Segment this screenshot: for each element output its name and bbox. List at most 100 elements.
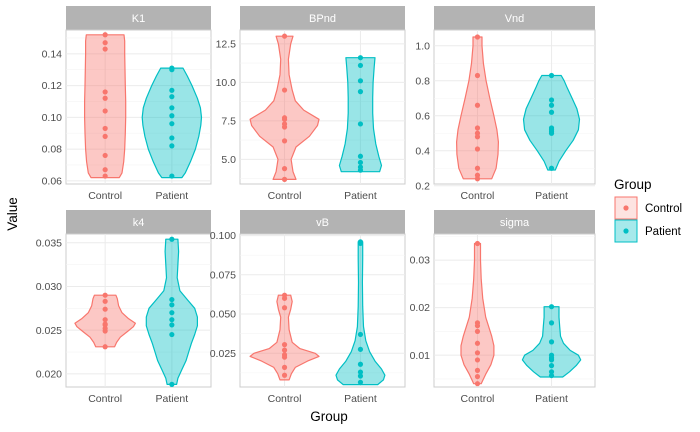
- point-k1-control-5: [102, 108, 108, 114]
- point-vnd-control-9: [474, 176, 481, 182]
- point-vb-patient-4: [357, 361, 364, 367]
- plot-area-sigma: [433, 233, 596, 388]
- point-k4-patient-2: [169, 302, 175, 308]
- y-tick-label-vnd-1: 0.4: [415, 145, 430, 157]
- plot-area-k4: [65, 233, 212, 388]
- x-tick-label-k1-control: Control: [88, 190, 122, 202]
- point-bpnd-control-8: [281, 176, 288, 182]
- point-bpnd-control-6: [281, 138, 288, 144]
- point-k1-control-4: [102, 95, 108, 101]
- y-tick-label-vnd-2: 0.6: [415, 110, 430, 122]
- point-vnd-patient-7: [548, 130, 555, 136]
- violin-vb-control: [249, 294, 320, 381]
- point-k4-control-8: [102, 344, 108, 350]
- point-sigma-patient-8: [548, 369, 555, 375]
- point-bpnd-control-3: [281, 116, 288, 122]
- y-tick-label-k4-2: 0.030: [36, 281, 62, 293]
- y-tick-label-vnd-0: 0.2: [415, 180, 430, 192]
- point-sigma-control-2: [474, 323, 481, 329]
- point-k4-patient-4: [169, 317, 175, 323]
- point-vb-control-7: [281, 364, 288, 370]
- legend-label-patient: Patient: [645, 226, 682, 238]
- x-tick-label-k4-patient: Patient: [155, 393, 188, 405]
- point-sigma-control-8: [474, 373, 481, 380]
- point-k1-control-8: [102, 152, 108, 159]
- point-k1-control-6: [102, 125, 108, 132]
- point-k4-control-2: [102, 306, 108, 312]
- point-k1-control-1: [102, 40, 108, 46]
- y-tick-label-sigma-1: 0.02: [410, 302, 431, 314]
- y-tick-label-vnd-3: 0.8: [415, 75, 430, 87]
- point-k4-patient-1: [169, 296, 175, 303]
- point-bpnd-patient-8: [357, 167, 364, 173]
- y-axis-title: Value: [5, 197, 20, 231]
- point-bpnd-patient-1: [357, 62, 364, 69]
- point-sigma-control-7: [474, 367, 481, 373]
- x-tick-label-vb-control: Control: [268, 393, 302, 405]
- point-k1-control-0: [102, 32, 108, 38]
- point-k1-control-2: [102, 46, 108, 52]
- x-tick-label-vb-patient: Patient: [344, 393, 377, 405]
- legend-label-control: Control: [645, 203, 682, 215]
- point-k4-patient-5: [169, 322, 175, 328]
- point-vb-control-8: [281, 372, 288, 378]
- point-vnd-patient-1: [548, 97, 555, 103]
- point-vnd-control-5: [474, 134, 481, 140]
- point-vnd-control-6: [474, 146, 481, 152]
- point-sigma-patient-9: [548, 372, 555, 379]
- x-tick-label-k4-control: Control: [88, 393, 122, 405]
- point-bpnd-patient-3: [357, 89, 364, 95]
- violin-vnd-control: [456, 36, 499, 180]
- point-vnd-patient-3: [548, 109, 555, 115]
- x-tick-label-sigma-patient: Patient: [535, 393, 568, 405]
- x-tick-label-vnd-patient: Patient: [535, 190, 568, 202]
- panel-k1: K1 0.06 0.08 0.10 0.12 0.14 Control Patient: [42, 6, 212, 202]
- point-k1-patient-5: [169, 113, 175, 119]
- point-bpnd-control-5: [281, 124, 288, 130]
- y-tick-label-vnd-4: 1.0: [415, 40, 430, 52]
- strip-title-vnd: Vnd: [505, 13, 525, 25]
- y-tick-label-k4-0: 0.020: [36, 368, 62, 380]
- y-tick-label-bpnd-3: 12.5: [216, 38, 237, 50]
- point-sigma-control-0: [474, 240, 481, 247]
- y-tick-label-bpnd-1: 7.5: [221, 115, 236, 127]
- point-k1-patient-8: [169, 143, 175, 149]
- strip-vb: [240, 210, 405, 234]
- point-k1-patient-3: [169, 94, 175, 100]
- point-bpnd-patient-6: [357, 159, 364, 166]
- point-sigma-control-4: [474, 340, 481, 346]
- y-tick-label-vb-3: 0.100: [210, 230, 236, 242]
- strip-bpnd: [240, 6, 405, 30]
- point-k1-control-10: [102, 173, 108, 179]
- point-k4-patient-0: [169, 236, 175, 242]
- point-vb-patient-1: [357, 240, 364, 247]
- point-k4-patient-7: [169, 381, 175, 387]
- y-tick-label-k1-1: 0.08: [42, 144, 63, 156]
- point-bpnd-control-7: [281, 166, 288, 172]
- strip-vnd: [434, 6, 595, 30]
- legend-item-patient: Patient: [614, 219, 682, 243]
- strip-title-sigma: sigma: [500, 217, 530, 229]
- violin-k1-control: [84, 34, 127, 179]
- point-vnd-control-2: [474, 102, 481, 108]
- point-bpnd-patient-0: [357, 55, 364, 61]
- legend-item-control: Control: [614, 196, 682, 220]
- strip-k1: [66, 6, 211, 30]
- point-sigma-patient-1: [548, 320, 555, 326]
- point-sigma-patient-6: [548, 357, 555, 363]
- point-sigma-control-6: [474, 357, 481, 363]
- point-k4-patient-3: [169, 310, 175, 316]
- point-sigma-patient-0: [548, 304, 555, 310]
- violin-bpnd-control: [249, 35, 320, 180]
- point-sigma-control-3: [474, 328, 481, 335]
- plot-area-vb: [239, 233, 406, 388]
- legend-title: Group: [614, 177, 652, 192]
- point-sigma-control-5: [474, 350, 481, 356]
- violin-sigma-control: [460, 242, 495, 385]
- x-tick-label-vnd-control: Control: [461, 190, 495, 202]
- strip-title-k4: k4: [133, 217, 145, 229]
- strip-sigma: [434, 210, 595, 234]
- point-k4-control-1: [102, 298, 108, 304]
- point-sigma-patient-7: [548, 363, 555, 369]
- point-vb-patient-3: [357, 346, 364, 352]
